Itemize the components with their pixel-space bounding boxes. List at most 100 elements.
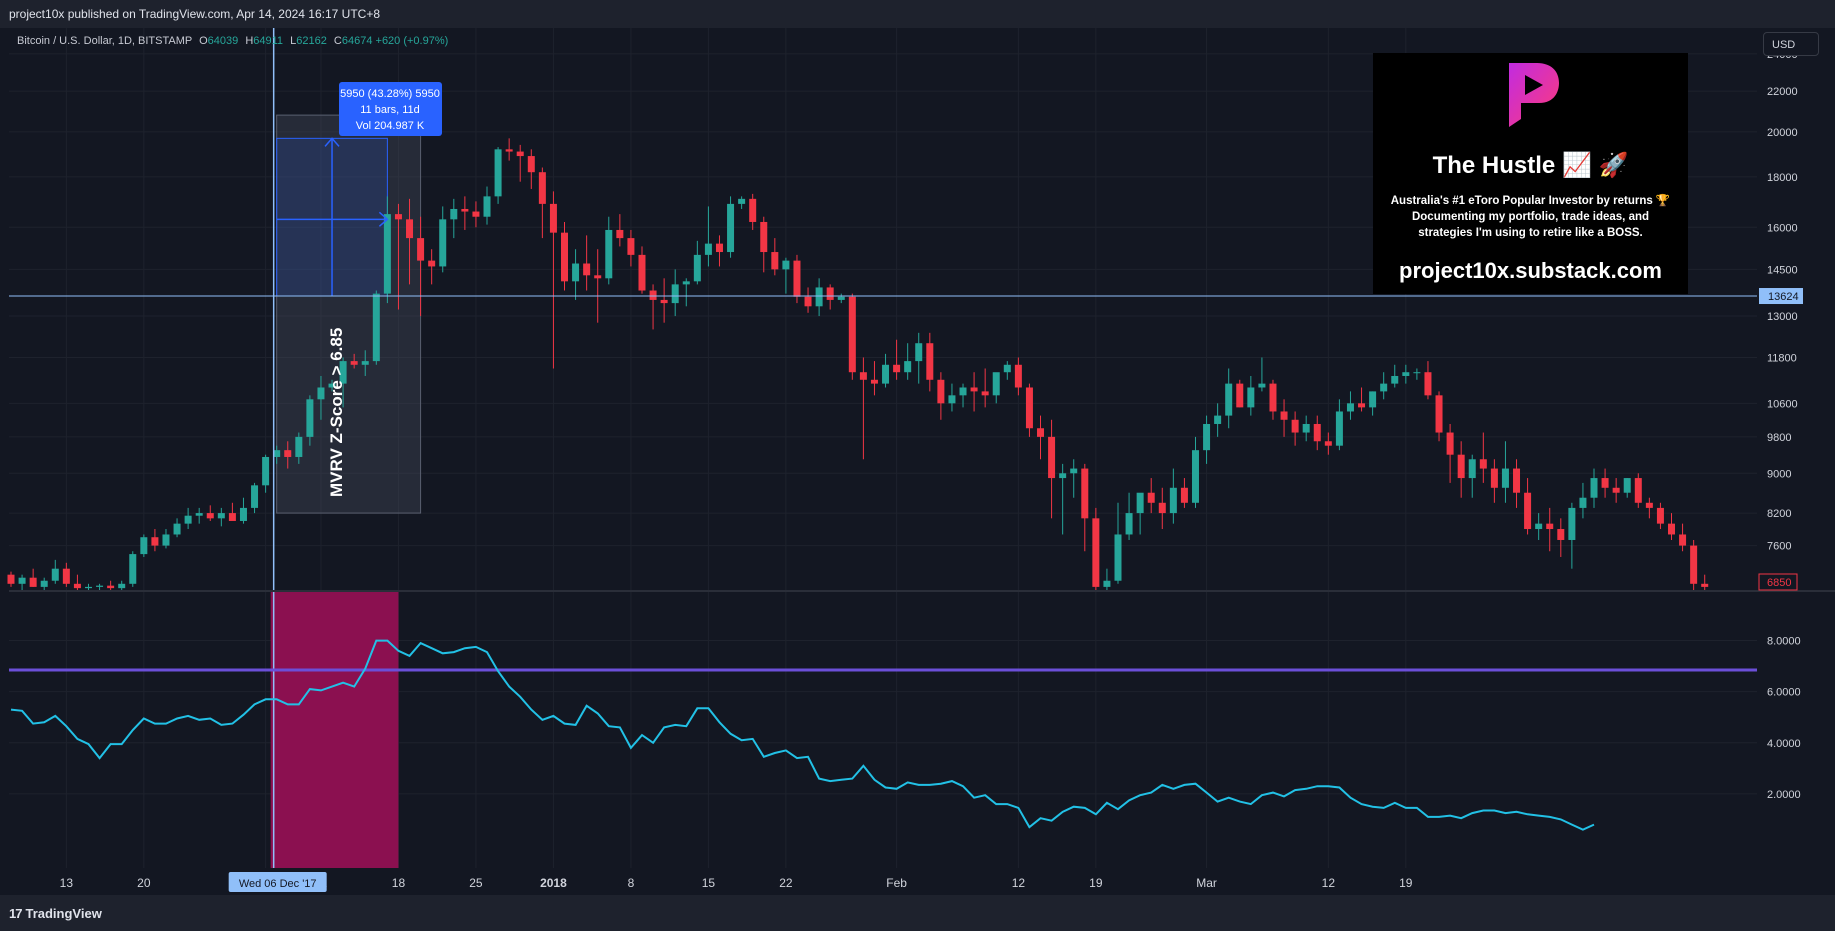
candle (7, 571, 15, 587)
candle (915, 332, 923, 384)
svg-text:13624: 13624 (1768, 291, 1799, 303)
candle (793, 254, 801, 304)
candle (29, 568, 37, 587)
candle (1025, 383, 1033, 437)
symbol-legend[interactable]: Bitcoin / U.S. Dollar, 1D, BITSTAMP O640… (17, 35, 448, 47)
candle (704, 206, 712, 267)
time-tick-label: 13 (60, 876, 74, 890)
candle (472, 201, 480, 228)
candle (649, 284, 657, 330)
candle (361, 350, 369, 376)
candle (837, 293, 845, 304)
price-tick-label: 16000 (1767, 222, 1798, 234)
candle (1302, 415, 1310, 442)
candle (317, 375, 325, 420)
mvrv-zscore-line (10, 639, 1595, 831)
candle (782, 257, 790, 294)
currency-button[interactable]: USD (1763, 32, 1819, 56)
promo-desc-line3: strategies I'm using to retire like a BO… (1418, 227, 1643, 239)
candle (251, 482, 259, 514)
candle (173, 518, 181, 538)
candle (1291, 411, 1299, 446)
candle (771, 238, 779, 276)
time-tick-label: 22 (779, 876, 793, 890)
svg-text:Wed 06 Dec '17: Wed 06 Dec '17 (239, 878, 317, 890)
candle (406, 198, 414, 285)
candle (1656, 502, 1664, 530)
promo-description: Australia's #1 eToro Popular Investor by… (1381, 193, 1680, 241)
candle (749, 193, 757, 230)
candle (1081, 463, 1089, 552)
candle (1180, 478, 1188, 508)
candle (815, 278, 823, 317)
candle (1513, 459, 1521, 508)
candle (383, 196, 391, 304)
candle (394, 203, 402, 310)
low-label: L (290, 35, 297, 47)
candle (1358, 387, 1366, 412)
price-tick-label: 9800 (1767, 432, 1791, 444)
candle (1247, 375, 1255, 416)
candle (151, 529, 159, 552)
candle (616, 214, 624, 247)
candle (1524, 478, 1532, 535)
candle (1014, 357, 1022, 396)
candle (937, 372, 945, 420)
time-tick-label: 8 (628, 876, 635, 890)
candle (1579, 482, 1587, 519)
tradingview-logo[interactable]: 17 TradingView (9, 906, 102, 921)
candle (40, 577, 48, 590)
candle (1380, 372, 1388, 400)
last-price-label: 6850 (1758, 573, 1798, 591)
candle (1623, 478, 1631, 498)
candle (428, 249, 436, 285)
candle (1003, 361, 1011, 380)
candle (73, 574, 81, 590)
candle (107, 580, 115, 590)
candle (262, 454, 270, 493)
candle (1457, 441, 1465, 498)
candle (926, 332, 934, 392)
candle (1535, 513, 1543, 540)
measure-tooltip-line3: Vol 204.987 K (356, 120, 425, 132)
candle (1679, 523, 1687, 552)
price-tick-label: 20000 (1767, 127, 1798, 139)
price-tick-label: 10600 (1767, 398, 1798, 410)
candle (494, 147, 502, 204)
candle (1203, 415, 1211, 464)
crosshair-price-label: 13624 (1759, 288, 1803, 305)
candle (195, 507, 203, 524)
candle (638, 246, 646, 294)
candle (1214, 403, 1222, 437)
time-tick-label: 12 (1322, 876, 1336, 890)
candle (1645, 497, 1653, 519)
candle (1446, 423, 1454, 483)
candle (306, 395, 314, 446)
tradingview-mark-icon: 17 (9, 906, 23, 921)
low-value: 62162 (296, 35, 327, 47)
candle (1114, 502, 1122, 584)
mvrv-highlight-zone (270, 592, 399, 868)
time-tick-label: 20 (137, 876, 151, 890)
candle (1391, 364, 1399, 388)
candle (1191, 436, 1199, 508)
candle (715, 235, 723, 267)
time-tick-label: 19 (1399, 876, 1413, 890)
price-tick-label: 11800 (1767, 352, 1797, 364)
candle (228, 502, 236, 521)
candle (1147, 478, 1155, 514)
candle (848, 293, 856, 380)
price-tick-label: 8200 (1767, 508, 1791, 520)
candle (505, 138, 513, 161)
svg-text:6850: 6850 (1767, 577, 1791, 589)
candle (1280, 399, 1288, 437)
price-tick-label: 22000 (1767, 86, 1798, 98)
candle (682, 278, 690, 307)
candle (904, 343, 912, 380)
candle (1435, 391, 1443, 442)
indicator-axis[interactable]: 8.0000 6.0000 4.0000 2.0000 (1767, 636, 1801, 801)
measure-tooltip: 5950 (43.28%) 5950 11 bars, 11d Vol 204.… (339, 82, 442, 136)
candle (1668, 513, 1675, 540)
candle (1136, 492, 1144, 535)
candle (738, 196, 746, 209)
